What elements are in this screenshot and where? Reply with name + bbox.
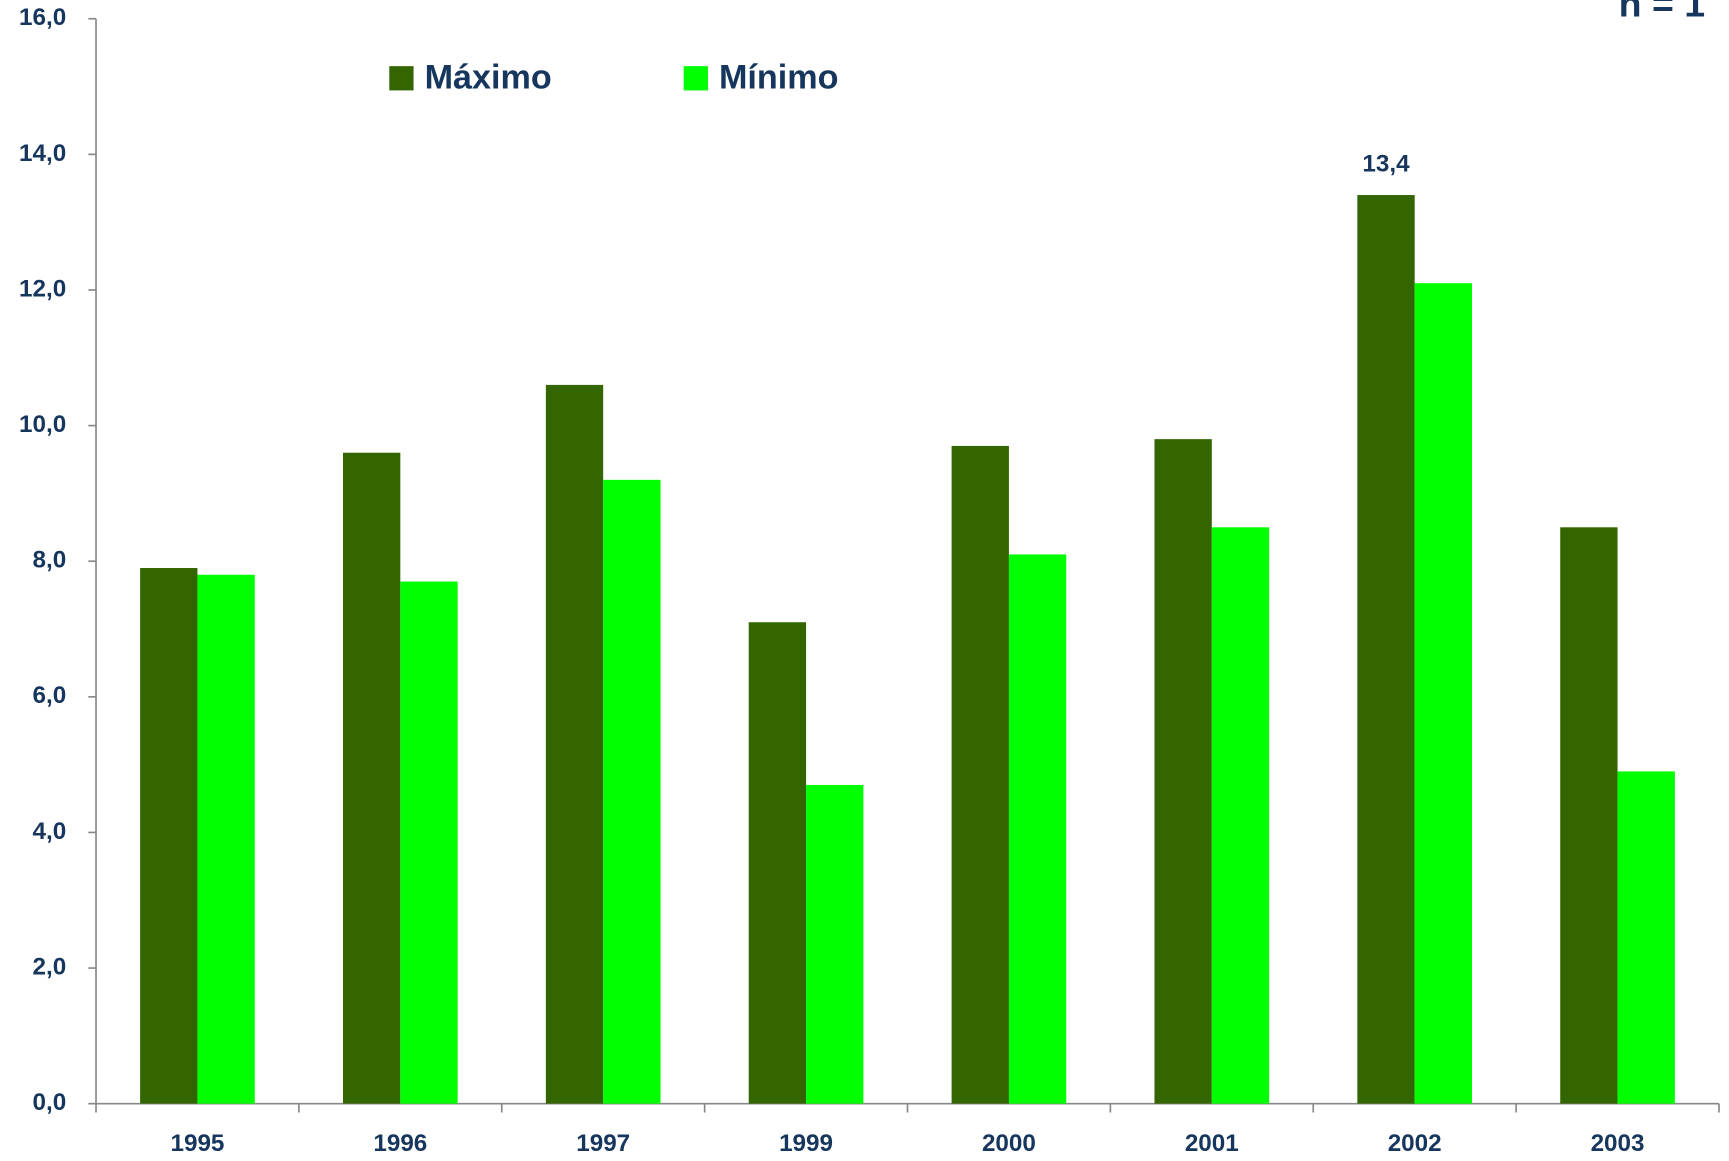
y-tick-label: 6,0 xyxy=(33,682,67,709)
y-tick-label: 4,0 xyxy=(33,818,67,845)
bar xyxy=(545,384,604,1104)
y-tick-label: 2,0 xyxy=(33,953,67,980)
bar xyxy=(1357,195,1415,1104)
x-tick-label: 1999 xyxy=(779,1130,833,1157)
legend-label: Máximo xyxy=(425,58,552,96)
y-tick-label: 0,0 xyxy=(33,1089,67,1116)
legend-swatch xyxy=(389,66,414,91)
bar xyxy=(748,622,807,1104)
x-tick-label: 1995 xyxy=(170,1130,224,1157)
x-tick-label: 2000 xyxy=(982,1130,1036,1157)
bar xyxy=(806,784,864,1104)
corner-text: n = 1 xyxy=(1619,0,1705,25)
x-tick-label: 2003 xyxy=(1591,1130,1645,1157)
bar xyxy=(1617,771,1675,1104)
y-tick-label: 16,0 xyxy=(19,4,66,31)
y-tick-label: 8,0 xyxy=(33,547,67,574)
x-tick-label: 2001 xyxy=(1185,1130,1239,1157)
bar xyxy=(603,479,661,1104)
legend-label: Mínimo xyxy=(719,58,839,96)
y-tick-label: 10,0 xyxy=(19,411,66,438)
x-tick-label: 2002 xyxy=(1388,1130,1442,1157)
bar xyxy=(342,452,401,1104)
bar xyxy=(1414,283,1473,1104)
data-label: 13,4 xyxy=(1362,151,1410,178)
bar xyxy=(1154,439,1212,1104)
bar xyxy=(951,445,1009,1104)
x-tick-label: 1996 xyxy=(373,1130,427,1157)
y-tick-label: 14,0 xyxy=(19,140,66,167)
bar xyxy=(1560,527,1618,1104)
legend-swatch xyxy=(683,66,708,91)
bar xyxy=(197,574,255,1104)
bar xyxy=(1008,554,1067,1104)
y-tick-label: 12,0 xyxy=(19,275,66,302)
bar xyxy=(400,581,458,1104)
x-tick-label: 1997 xyxy=(576,1130,630,1157)
bar xyxy=(140,567,198,1104)
bar xyxy=(1211,527,1270,1104)
